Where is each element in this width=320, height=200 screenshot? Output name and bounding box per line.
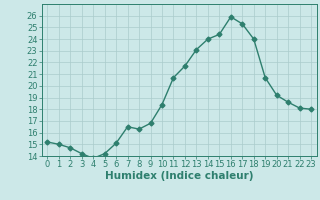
X-axis label: Humidex (Indice chaleur): Humidex (Indice chaleur) — [105, 171, 253, 181]
